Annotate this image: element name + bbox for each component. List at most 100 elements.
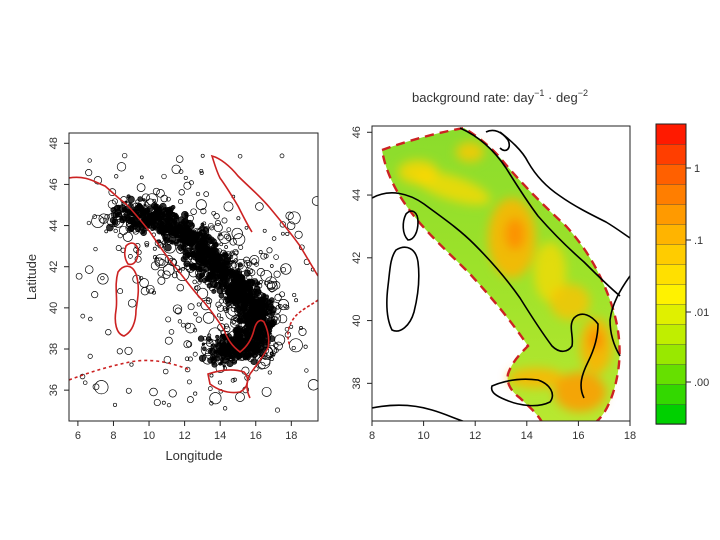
earthquake-point	[257, 341, 264, 348]
earthquake-point	[207, 386, 213, 391]
hotspot-sicily	[508, 368, 564, 388]
colorbar-swatch	[655, 403, 687, 425]
left-y-axis-label: Latitude	[24, 254, 39, 300]
x-tick-label: 18	[285, 430, 297, 442]
earthquake-point	[240, 275, 245, 280]
y-tick-label: 38	[351, 377, 363, 389]
earthquake-point	[180, 322, 186, 328]
earthquake-point	[251, 258, 258, 265]
earthquake-point	[208, 271, 216, 279]
earthquake-point	[264, 276, 278, 289]
earthquake-point	[262, 347, 270, 354]
earthquake-point	[145, 216, 152, 223]
earthquake-point	[215, 301, 222, 308]
earthquake-point	[204, 279, 211, 286]
earthquake-point	[260, 252, 268, 260]
earthquake-point	[152, 246, 157, 251]
colorbar-swatch	[655, 323, 687, 345]
earthquake-point	[227, 272, 232, 277]
earthquake-point	[152, 226, 157, 231]
earthquake-point	[208, 338, 213, 343]
earthquake-point	[190, 255, 202, 268]
colorbar-tick-label: .1	[694, 235, 703, 247]
earthquake-point	[222, 306, 228, 311]
earthquake-point	[124, 346, 133, 355]
earthquake-point	[163, 355, 172, 364]
left-panel: 6 8 10 12 14 16 18 36 38 40 42 44 46 48 Longitude La…	[24, 132, 319, 463]
earthquake-point	[267, 370, 272, 375]
earthquake-point	[197, 251, 202, 256]
earthquake-point	[128, 254, 133, 259]
earthquake-point	[187, 356, 193, 362]
colorbar-tick-label: .01	[694, 307, 709, 319]
earthquake-point	[193, 391, 198, 396]
earthquake-point	[246, 274, 253, 281]
left-x-axis: 6 8 10 12 14 16 18	[75, 421, 297, 442]
earthquake-point	[269, 287, 275, 293]
earthquake-point	[153, 210, 160, 216]
earthquake-point	[230, 318, 240, 329]
earthquake-point	[105, 329, 112, 336]
earthquake-point	[277, 299, 290, 311]
earthquake-point	[223, 201, 234, 212]
x-tick-label: 12	[178, 430, 190, 442]
earthquake-point	[147, 224, 152, 229]
earthquake-point	[257, 283, 263, 289]
hotspot-north-east	[456, 142, 484, 162]
earthquake-point	[219, 278, 223, 282]
earthquake-point	[287, 211, 301, 225]
earthquake-point	[283, 303, 288, 308]
earthquake-point	[281, 231, 285, 236]
earthquake-point	[132, 228, 139, 235]
earthquake-point	[271, 236, 277, 241]
earthquake-point	[231, 262, 238, 269]
colorbar-swatch	[655, 363, 687, 385]
earthquake-point	[184, 263, 191, 270]
right-x-axis: 8 10 12 14 16 18	[369, 421, 636, 442]
earthquake-point	[157, 212, 165, 220]
earthquake-point	[165, 316, 172, 323]
earthquake-point	[184, 356, 190, 362]
earthquake-point	[230, 378, 236, 383]
earthquake-point	[233, 250, 239, 256]
earthquake-point	[121, 213, 130, 222]
y-tick-label: 46	[48, 178, 60, 190]
earthquake-point	[139, 278, 149, 288]
earthquake-point	[224, 261, 230, 267]
earthquake-point	[294, 298, 299, 303]
earthquake-point	[279, 291, 286, 298]
earthquake-point	[217, 323, 226, 332]
earthquake-point	[214, 282, 221, 288]
earthquake-point	[211, 210, 217, 216]
earthquake-point	[211, 281, 218, 288]
earthquake-point	[197, 335, 205, 342]
earthquake-point	[236, 216, 241, 221]
earthquake-point	[137, 204, 145, 212]
earthquake-point	[249, 345, 256, 352]
earthquake-point	[207, 273, 217, 283]
earthquake-point	[259, 280, 263, 284]
earthquake-point	[122, 231, 133, 242]
earthquake-point	[262, 228, 267, 233]
earthquake-point	[187, 214, 194, 222]
earthquake-point	[208, 222, 214, 229]
earthquake-point	[209, 347, 213, 352]
earthquake-point	[87, 353, 93, 359]
earthquake-point	[289, 324, 294, 329]
earthquake-point	[245, 327, 251, 333]
earthquake-point	[236, 288, 244, 296]
earthquake-point	[243, 319, 250, 325]
earthquake-point	[247, 291, 254, 298]
right-map	[372, 126, 630, 421]
earthquake-point	[144, 240, 150, 246]
earthquake-point	[237, 263, 244, 270]
earthquake-point	[288, 338, 303, 353]
right-coast-mainland	[372, 192, 599, 399]
earthquake-point	[244, 225, 249, 230]
right-coast-corsica	[402, 210, 419, 241]
earthquake-point	[219, 242, 224, 247]
earthquake-point	[222, 406, 228, 411]
earthquake-point	[210, 264, 215, 269]
earthquake-point	[210, 360, 216, 365]
earthquake-point	[139, 219, 144, 224]
